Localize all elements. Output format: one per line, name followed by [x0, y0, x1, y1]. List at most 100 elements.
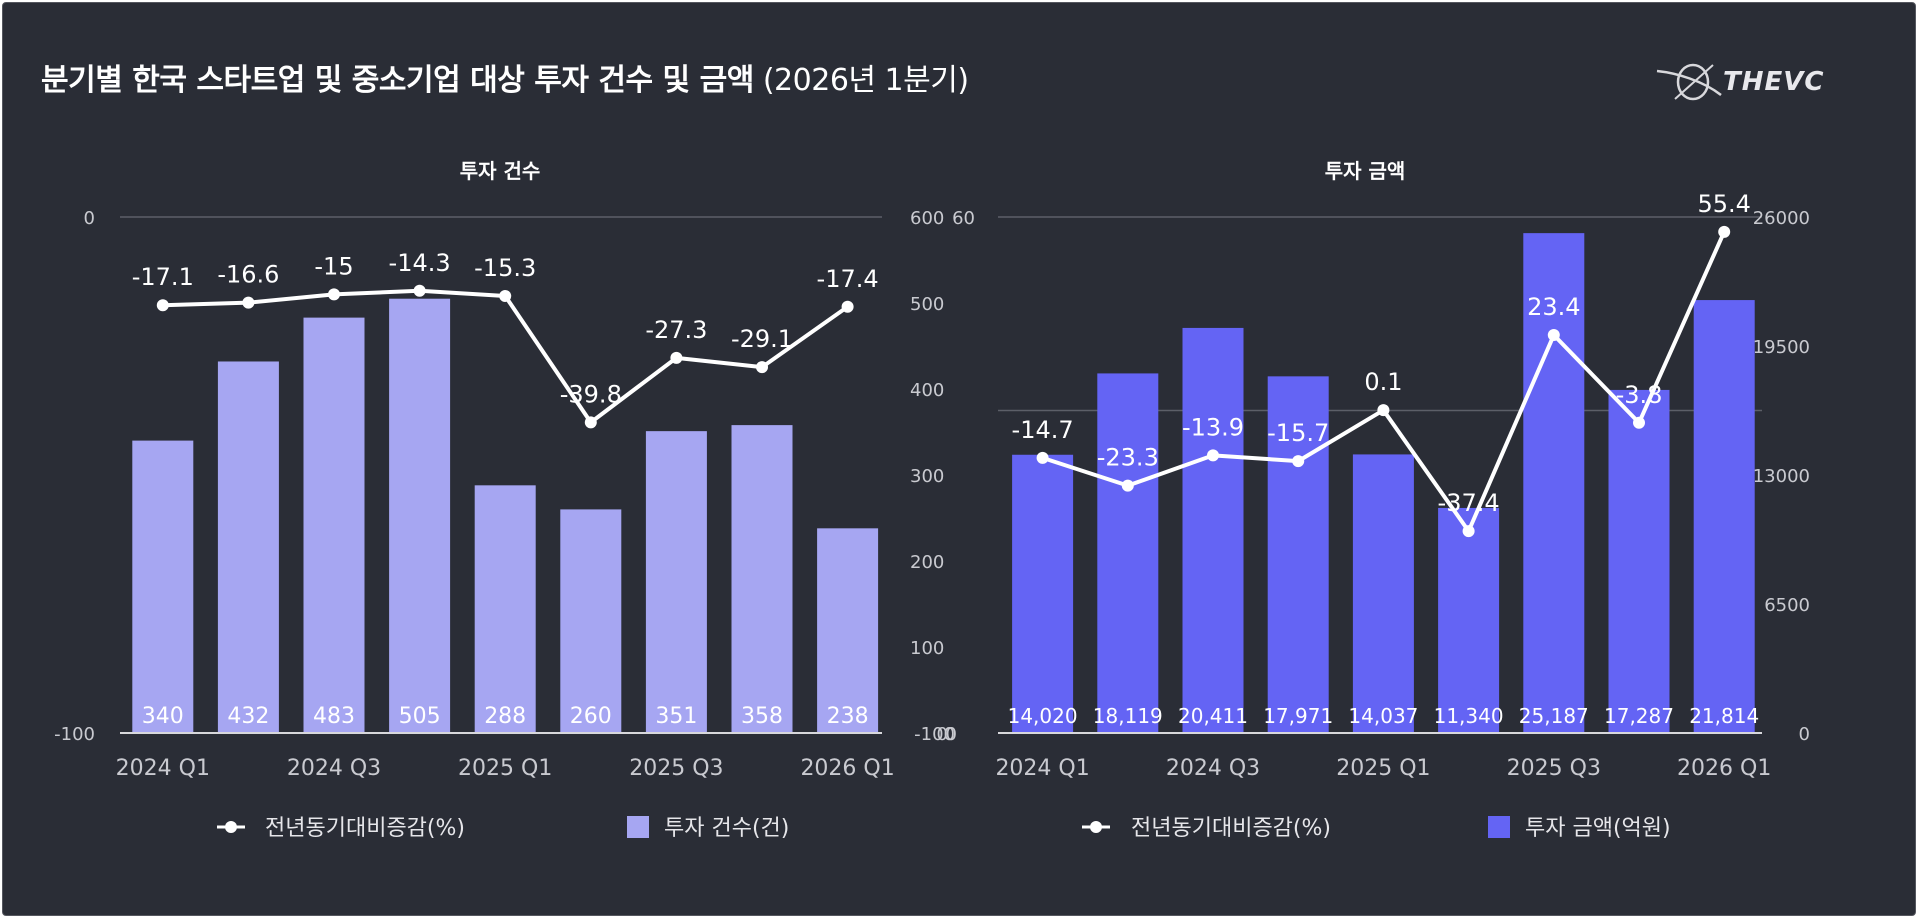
yoy-point-3 — [1207, 449, 1219, 462]
yoy-point-7 — [1547, 329, 1560, 342]
legend-line-marker — [1090, 821, 1102, 833]
yoy-point-2 — [1121, 479, 1134, 492]
brand-logo: THEVC — [1655, 59, 1865, 105]
bar-value-label: 18,119 — [1093, 704, 1163, 728]
y-right-tick: 6500 — [1764, 595, 1810, 616]
chart-title: 투자 건수 — [460, 159, 541, 183]
bar-2 — [217, 361, 279, 733]
x-tick-label: 2024 Q1 — [995, 756, 1089, 781]
bar-value-label: 25,187 — [1519, 704, 1589, 728]
y-right-tick: 0 — [937, 724, 948, 745]
y-left-tick: -100 — [54, 724, 95, 745]
yoy-value-label: -37.4 — [1438, 489, 1500, 517]
bar-value-label: 432 — [227, 704, 269, 729]
yoy-value-label: -15 — [314, 252, 353, 280]
yoy-value-label: -13.9 — [1182, 413, 1244, 441]
legend-line-label: 전년동기대비증감(%) — [1131, 816, 1331, 841]
y-left-tick: 0 — [84, 208, 95, 229]
bar-value-label: 14,037 — [1348, 704, 1418, 728]
x-tick-label: 2025 Q1 — [458, 756, 552, 781]
chart-panel-1: 투자 건수 340 432 483 505 288 260 351 358 238 -17.1 -16… — [54, 159, 948, 841]
bar-1 — [132, 440, 194, 733]
legend: 전년동기대비증감(%) 투자 건수(건) — [217, 816, 789, 841]
y-right-tick: 26000 — [1753, 208, 1810, 229]
yoy-point-4 — [413, 284, 426, 297]
yoy-value-label: -29.1 — [731, 325, 793, 353]
y-right-tick: 13000 — [1753, 466, 1810, 487]
y-right-tick: 400 — [910, 380, 944, 401]
x-tick-label: 2026 Q1 — [1677, 756, 1771, 781]
bar-6 — [560, 509, 622, 733]
legend-line-label: 전년동기대비증감(%) — [265, 816, 465, 841]
y-right-tick: 100 — [910, 638, 944, 659]
bar-value-label: 238 — [827, 704, 869, 729]
bar-6 — [1438, 507, 1500, 733]
yoy-point-8 — [756, 361, 768, 374]
yoy-value-label: 55.4 — [1697, 190, 1750, 218]
x-tick-label: 2024 Q3 — [1166, 756, 1260, 781]
yoy-value-label: -15.3 — [474, 254, 536, 282]
y-right-tick: 600 — [910, 208, 944, 229]
bar-value-label: 340 — [142, 704, 184, 729]
bar-1 — [1012, 454, 1074, 733]
yoy-value-label: -23.3 — [1097, 444, 1159, 472]
y-right-tick: 200 — [910, 552, 944, 573]
bar-2 — [1097, 373, 1159, 733]
yoy-value-label: -17.4 — [817, 265, 879, 293]
bar-3 — [303, 317, 365, 733]
bar-value-label: 17,971 — [1263, 704, 1333, 728]
yoy-point-1 — [1036, 451, 1049, 464]
bar-value-label: 17,287 — [1604, 704, 1674, 728]
yoy-value-label: 23.4 — [1527, 293, 1580, 321]
bar-value-label: 288 — [484, 704, 526, 729]
brand-name: THEVC — [1723, 67, 1825, 97]
y-right-tick: 500 — [910, 294, 944, 315]
yoy-value-label: -15.7 — [1267, 419, 1329, 447]
bar-value-label: 260 — [570, 704, 612, 729]
y-left-tick: 0 — [946, 724, 957, 745]
yoy-value-label: -14.7 — [1012, 416, 1074, 444]
yoy-value-label: -16.6 — [217, 261, 279, 289]
x-tick-label: 2024 Q3 — [287, 756, 381, 781]
y-right-tick: 0 — [1799, 724, 1810, 745]
yoy-point-8 — [1633, 416, 1645, 429]
bar-4 — [1267, 376, 1329, 733]
bar-value-label: 21,814 — [1689, 704, 1759, 728]
legend-bar-swatch — [1488, 816, 1510, 838]
bar-8 — [1608, 389, 1670, 733]
y-right-tick: 300 — [910, 466, 944, 487]
yoy-value-label: 0.1 — [1364, 368, 1402, 396]
bar-9 — [1693, 300, 1755, 733]
legend-bar-swatch — [627, 816, 649, 838]
bar-value-label: 20,411 — [1178, 704, 1248, 728]
legend-bar-label: 투자 건수(건) — [664, 816, 789, 841]
yoy-point-7 — [670, 351, 683, 364]
bar-7 — [1523, 233, 1585, 733]
bar-7 — [645, 431, 707, 733]
yoy-point-6 — [584, 416, 597, 429]
bar-value-label: 358 — [741, 704, 783, 729]
legend-line-marker — [225, 821, 237, 833]
y-left-tick: -100 — [914, 724, 955, 745]
bar-5 — [1352, 454, 1414, 733]
yoy-point-4 — [1292, 455, 1305, 468]
bar-5 — [474, 485, 536, 733]
x-tick-label: 2026 Q1 — [800, 756, 894, 781]
yoy-value-label: -14.3 — [389, 249, 451, 277]
bar-3 — [1182, 327, 1244, 733]
yoy-point-1 — [156, 299, 169, 312]
yoy-value-label: -27.3 — [645, 316, 707, 344]
yoy-point-6 — [1462, 525, 1475, 538]
legend-bar-label: 투자 금액(억원) — [1525, 816, 1671, 841]
bar-value-label: 11,340 — [1434, 704, 1504, 728]
bar-4 — [389, 298, 451, 733]
chart-title: 투자 금액 — [1325, 159, 1406, 183]
page-title: 분기별 한국 스타트업 및 중소기업 대상 투자 건수 및 금액 (2026년 … — [41, 63, 969, 98]
yoy-value-label: -17.1 — [132, 263, 194, 291]
x-tick-label: 2025 Q3 — [1507, 756, 1601, 781]
x-tick-label: 2024 Q1 — [116, 756, 210, 781]
yoy-point-5 — [499, 289, 512, 302]
thevc-orbit-icon — [1656, 63, 1722, 101]
y-right-tick: 19500 — [1753, 337, 1810, 358]
